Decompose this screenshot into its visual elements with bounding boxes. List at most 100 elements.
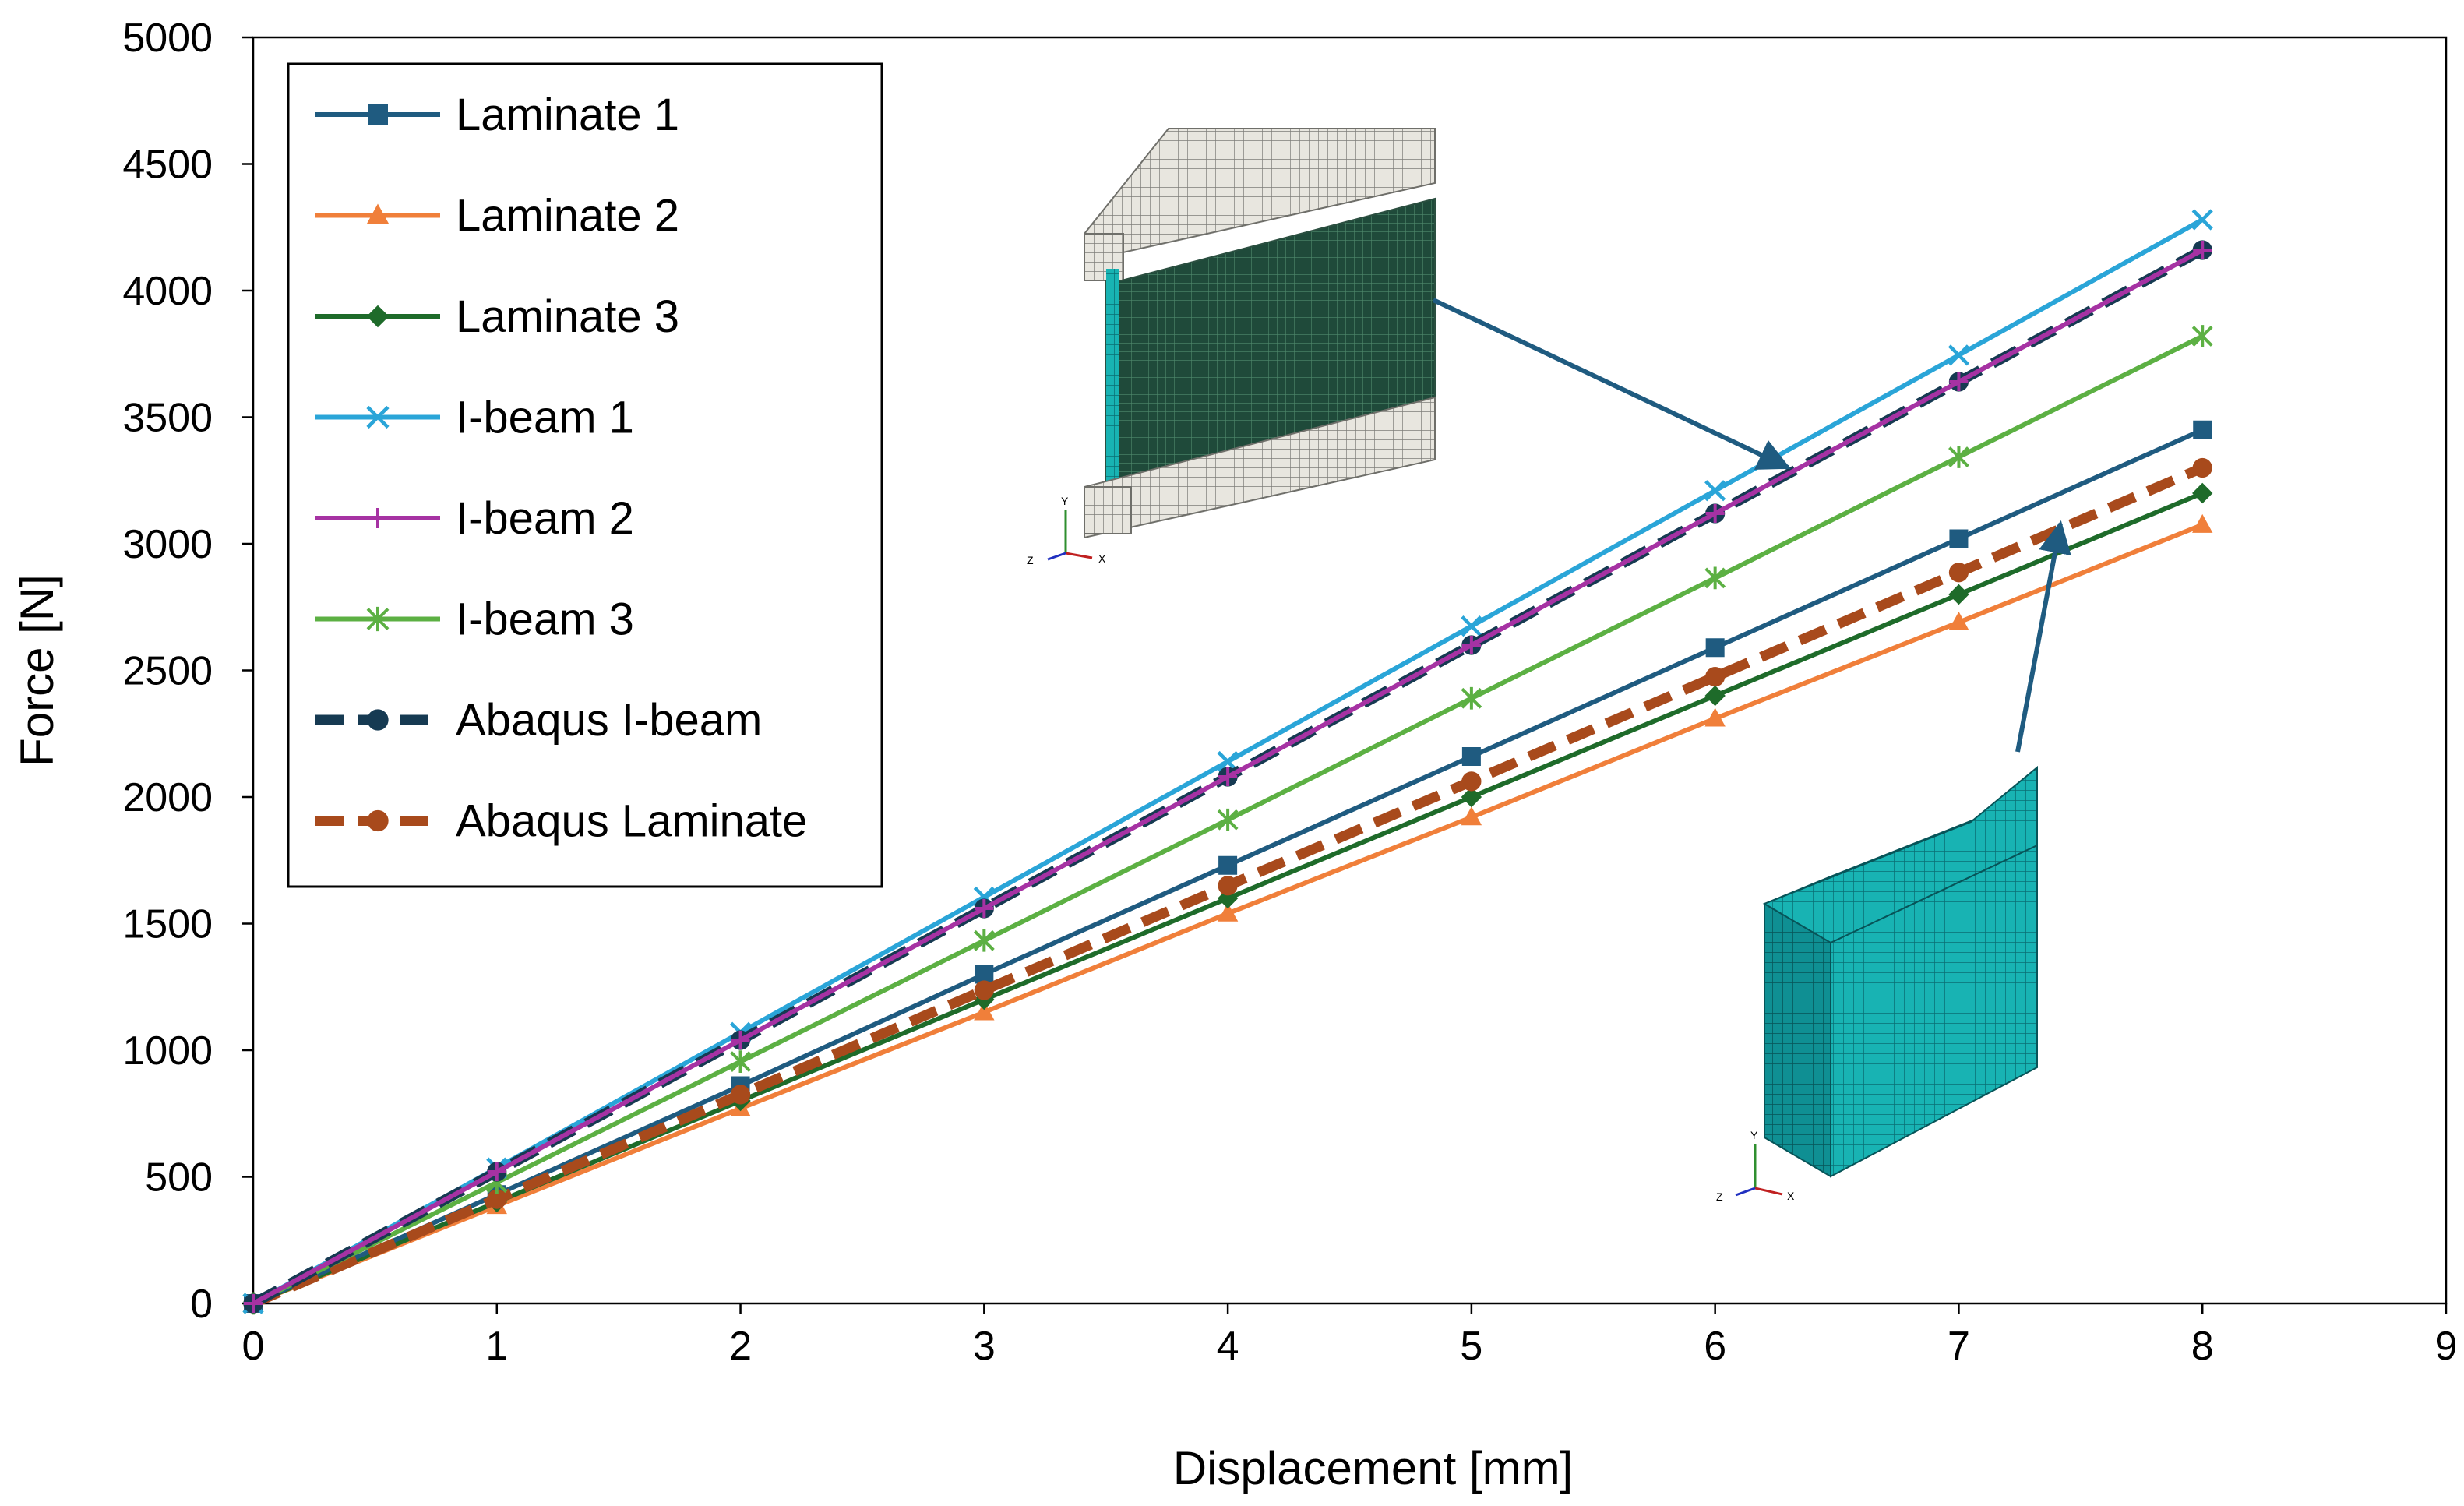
y-tick-label: 1500 <box>122 902 213 947</box>
legend-entry: Abaqus I-beam <box>315 695 762 746</box>
plus-marker <box>1705 504 1725 523</box>
y-tick-label: 3500 <box>122 396 213 441</box>
x-marker <box>1948 344 1970 366</box>
y-tick-label: 500 <box>145 1155 213 1201</box>
y-axis-title: Force [N] <box>11 574 63 767</box>
legend-entry: Laminate 1 <box>315 90 679 140</box>
svg-text:Z: Z <box>1027 554 1034 566</box>
laminate-mesh-inset: Y X Z <box>1716 765 2038 1203</box>
plus-marker <box>2193 241 2212 259</box>
triangle-marker <box>1461 806 1482 826</box>
diamond-marker <box>1461 786 1482 808</box>
triangle-marker <box>1217 902 1239 922</box>
x-tick-label: 2 <box>729 1324 752 1369</box>
circle-marker <box>1461 771 1482 792</box>
laminate-callout-arrow <box>2015 520 2071 753</box>
square-marker <box>1949 529 1969 548</box>
triangle-marker <box>974 1001 995 1021</box>
square-marker <box>1218 855 1238 875</box>
plus-marker <box>1461 636 1481 654</box>
y-tick-label: 1000 <box>122 1028 213 1074</box>
legend-label: Laminate 3 <box>456 291 679 342</box>
diamond-marker <box>2192 482 2213 504</box>
x-tick-label: 3 <box>973 1324 996 1369</box>
x-axis-title: Displacement [mm] <box>1173 1442 1573 1494</box>
circle-marker <box>487 1189 507 1209</box>
triangle-marker <box>366 203 390 224</box>
triangle-marker <box>1704 707 1726 727</box>
series-layer <box>242 209 2213 1315</box>
circle-marker <box>974 980 994 1000</box>
legend-label: I-beam 3 <box>456 594 634 645</box>
diamond-marker <box>366 305 390 328</box>
ibeam-callout-arrow <box>1432 298 1791 470</box>
x-tick-label: 8 <box>2191 1324 2214 1369</box>
ibeam-mesh-axis-triad: Y X Z <box>1027 495 1106 566</box>
laminate-mesh-axis-triad: Y X Z <box>1716 1129 1795 1203</box>
y-tick-label: 4500 <box>122 143 213 188</box>
plus-marker <box>1218 767 1238 786</box>
square-marker <box>368 104 388 125</box>
plus-marker <box>975 899 994 918</box>
y-tick-label: 2000 <box>122 775 213 820</box>
legend-label: I-beam 2 <box>456 493 634 544</box>
x-tick-label: 9 <box>2435 1324 2458 1369</box>
square-marker <box>1461 747 1481 766</box>
plus-marker <box>731 1031 750 1049</box>
x-tick-label: 4 <box>1217 1324 1239 1369</box>
x-marker <box>1704 480 1726 502</box>
y-tick-label: 4000 <box>122 269 213 314</box>
circle-marker <box>1218 876 1238 896</box>
series-i-beam-2 <box>244 241 2212 1313</box>
y-tick-label: 3000 <box>122 522 213 567</box>
legend-entry: Abaqus Laminate <box>315 796 807 847</box>
plus-marker <box>244 1294 263 1313</box>
svg-text:X: X <box>1787 1190 1795 1202</box>
legend-label: Abaqus Laminate <box>456 796 807 847</box>
svg-text:Y: Y <box>1061 495 1069 507</box>
svg-text:Z: Z <box>1716 1190 1723 1203</box>
legend-label: Abaqus I-beam <box>456 695 762 746</box>
x-tick-label: 6 <box>1704 1324 1726 1369</box>
legend: Laminate 1 Laminate 2 Laminate 3 I-beam 1 I-… <box>287 62 883 888</box>
star-marker <box>366 606 390 632</box>
star-marker <box>2191 325 2213 347</box>
legend-entry: Laminate 3 <box>315 291 679 342</box>
plus-marker <box>368 508 388 528</box>
triangle-marker <box>2192 513 2213 533</box>
star-marker <box>1461 686 1482 710</box>
square-marker <box>2193 420 2212 439</box>
circle-marker <box>367 709 389 731</box>
triangle-marker <box>1948 611 1969 630</box>
diamond-marker <box>1948 584 1969 605</box>
plus-marker <box>1949 372 1969 391</box>
y-tick-label: 0 <box>190 1282 213 1327</box>
legend-box <box>287 62 883 888</box>
plot-area: 0 1 2 3 4 5 6 7 8 9 0 500 1000 1500 2000 2500 3000 3500 40… <box>11 16 2457 1494</box>
diamond-marker <box>1704 685 1726 707</box>
legend-label: I-beam 1 <box>456 393 634 443</box>
circle-marker <box>1948 563 1969 583</box>
x-marker <box>366 405 390 429</box>
x-marker <box>1461 615 1482 637</box>
circle-marker <box>367 809 389 832</box>
star-marker <box>1948 446 1969 468</box>
legend-entry: I-beam 3 <box>315 594 634 645</box>
svg-text:Y: Y <box>1750 1129 1758 1141</box>
legend-entry: I-beam 2 <box>315 493 634 544</box>
x-marker <box>2191 209 2213 231</box>
x-tick-label: 0 <box>242 1324 265 1369</box>
circle-marker <box>2192 457 2212 478</box>
x-tick-label: 5 <box>1460 1324 1482 1369</box>
x-tick-label: 7 <box>1948 1324 1970 1369</box>
square-marker <box>1705 638 1725 658</box>
legend-label: Laminate 2 <box>456 191 679 242</box>
star-marker <box>730 1050 751 1074</box>
svg-text:X: X <box>1098 552 1106 565</box>
legend-entry: Laminate 2 <box>315 191 679 242</box>
y-tick-label: 2500 <box>122 649 213 694</box>
y-tick-label: 5000 <box>122 16 213 61</box>
legend-entry: I-beam 1 <box>315 393 634 443</box>
circle-marker <box>1705 667 1726 687</box>
